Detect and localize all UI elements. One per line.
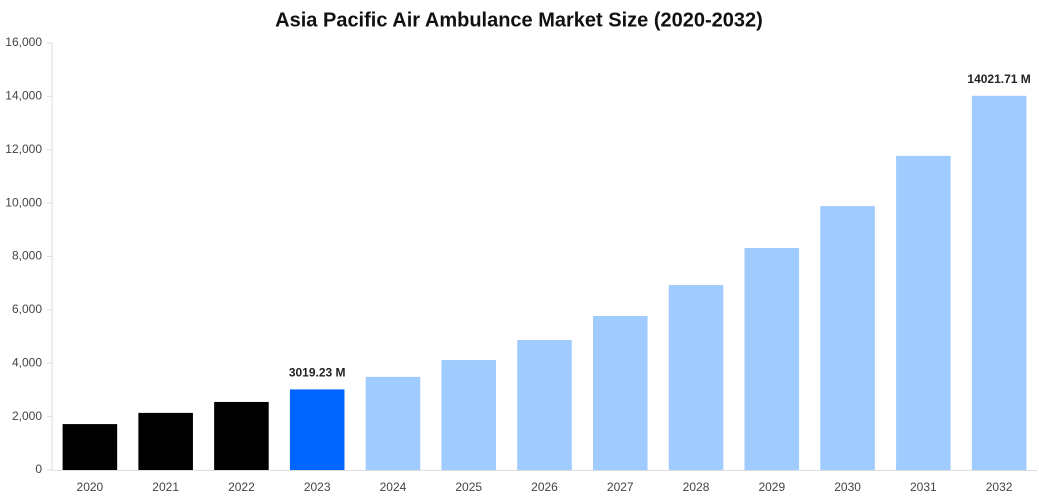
x-tick-label: 2023 (304, 480, 331, 494)
y-tick-label: 0 (35, 462, 42, 476)
bar (62, 424, 118, 470)
bar (971, 95, 1027, 470)
bar (744, 247, 800, 470)
x-tick-label: 2030 (834, 480, 861, 494)
value-label: 14021.71 M (967, 72, 1030, 86)
chart-title: Asia Pacific Air Ambulance Market Size (… (275, 9, 763, 31)
x-tick-label: 2022 (228, 480, 255, 494)
y-tick-label: 12,000 (5, 142, 42, 156)
y-tick-label: 2,000 (12, 409, 42, 423)
x-tick-label: 2028 (683, 480, 710, 494)
bar (365, 376, 421, 470)
x-tick-label: 2025 (455, 480, 482, 494)
x-tick-label: 2032 (986, 480, 1013, 494)
x-tick-label: 2031 (910, 480, 937, 494)
bar (138, 412, 193, 470)
x-tick-label: 2027 (607, 480, 634, 494)
x-tick-label: 2020 (77, 480, 104, 494)
bar (517, 340, 572, 470)
x-tick-label: 2021 (152, 480, 179, 494)
bar (289, 389, 345, 470)
bar (668, 285, 724, 470)
y-tick-label: 14,000 (5, 89, 42, 103)
x-tick-label: 2029 (758, 480, 785, 494)
y-tick-label: 10,000 (5, 195, 42, 209)
x-tick-label: 2026 (531, 480, 558, 494)
y-tick-label: 16,000 (5, 35, 42, 49)
y-tick-label: 6,000 (12, 302, 42, 316)
bar (441, 360, 497, 470)
bar (820, 206, 875, 471)
x-tick-label: 2024 (380, 480, 407, 494)
y-tick-label: 4,000 (12, 355, 42, 369)
y-tick-label: 8,000 (12, 249, 42, 263)
bar (896, 155, 951, 470)
bar (214, 401, 269, 470)
value-label: 3019.23 M (289, 366, 346, 380)
bar (592, 316, 648, 470)
